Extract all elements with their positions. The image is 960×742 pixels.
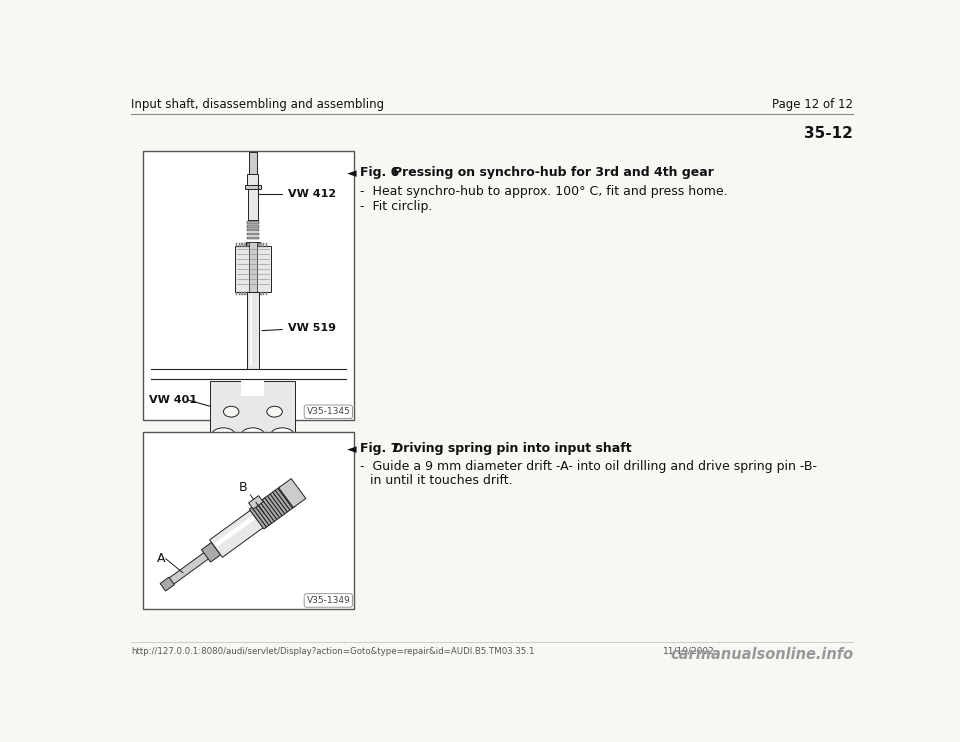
Bar (260, 243, 262, 247)
Bar (143, 432, 354, 608)
Text: Input shaft, disassembling and assembling: Input shaft, disassembling and assemblin… (131, 98, 384, 111)
Bar (236, 292, 237, 295)
Bar (247, 229, 259, 232)
Bar (263, 243, 265, 247)
Bar (241, 292, 243, 295)
Bar (254, 243, 256, 247)
Bar (241, 381, 265, 396)
Text: VW 401: VW 401 (150, 395, 198, 405)
Ellipse shape (271, 428, 294, 441)
Bar (238, 243, 240, 247)
Polygon shape (278, 479, 306, 508)
Bar (254, 292, 256, 295)
Text: B: B (239, 481, 248, 494)
Polygon shape (209, 510, 263, 557)
Polygon shape (252, 505, 269, 527)
Bar (247, 237, 259, 239)
Text: carmanualsonline.info: carmanualsonline.info (670, 646, 853, 662)
Polygon shape (260, 499, 276, 522)
Text: -  Fit circlip.: - Fit circlip. (360, 200, 433, 213)
Ellipse shape (224, 407, 239, 417)
Text: in until it touches drift.: in until it touches drift. (371, 474, 513, 487)
Text: ◄: ◄ (348, 168, 357, 180)
Polygon shape (276, 488, 293, 510)
Bar (247, 233, 259, 235)
Bar (210, 381, 296, 435)
Polygon shape (268, 494, 285, 516)
Bar (244, 243, 246, 247)
Bar (244, 292, 246, 295)
Bar (236, 243, 237, 247)
Bar (143, 151, 354, 420)
Text: Fig. 7: Fig. 7 (360, 441, 399, 455)
Bar (266, 243, 267, 247)
Bar (238, 292, 240, 295)
Bar (247, 243, 249, 247)
Text: http://127.0.0.1:8080/audi/servlet/Display?action=Goto&type=repair&id=AUDI.B5.TM: http://127.0.0.1:8080/audi/servlet/Displ… (131, 646, 535, 655)
Bar (249, 152, 256, 175)
Text: VW 519: VW 519 (262, 323, 336, 333)
Bar (252, 292, 253, 295)
Text: ◄: ◄ (348, 443, 357, 456)
Bar (257, 243, 259, 247)
Ellipse shape (212, 428, 235, 441)
Text: VW 412: VW 412 (258, 180, 336, 199)
Text: 35-12: 35-12 (804, 126, 853, 141)
Polygon shape (168, 549, 213, 585)
Bar (266, 292, 267, 295)
Bar (250, 243, 251, 247)
Polygon shape (249, 496, 263, 509)
Bar (260, 292, 262, 295)
Bar (249, 243, 256, 296)
Bar (247, 292, 249, 295)
Polygon shape (257, 502, 275, 523)
Bar (235, 246, 271, 292)
Polygon shape (265, 496, 282, 518)
Text: Fig. 6: Fig. 6 (360, 166, 399, 179)
Bar (246, 241, 260, 246)
Bar (263, 292, 265, 295)
Bar (241, 243, 243, 247)
Bar (247, 292, 259, 370)
Ellipse shape (267, 407, 282, 417)
Bar (247, 226, 259, 228)
Bar (250, 292, 251, 295)
Polygon shape (250, 508, 267, 529)
Polygon shape (160, 577, 175, 591)
Bar (247, 221, 259, 224)
Bar (252, 243, 253, 247)
Bar (248, 174, 258, 186)
Bar (257, 292, 259, 295)
Polygon shape (262, 498, 279, 519)
Text: Driving spring pin into input shaft: Driving spring pin into input shaft (393, 441, 632, 455)
Bar (245, 185, 260, 189)
Text: -  Heat synchro-hub to approx. 100° C, fit and press home.: - Heat synchro-hub to approx. 100° C, fi… (360, 185, 728, 197)
Bar (249, 189, 257, 220)
Text: 11/19/2002: 11/19/2002 (662, 646, 714, 655)
Text: A: A (156, 552, 165, 565)
Text: -  Guide a 9 mm diameter drift -A- into oil drilling and drive spring pin -B-: - Guide a 9 mm diameter drift -A- into o… (360, 460, 817, 473)
Text: Page 12 of 12: Page 12 of 12 (772, 98, 853, 111)
Polygon shape (202, 542, 221, 562)
Text: V35-1349: V35-1349 (306, 596, 350, 605)
Polygon shape (270, 492, 287, 514)
Text: Pressing on synchro-hub for 3rd and 4th gear: Pressing on synchro-hub for 3rd and 4th … (393, 166, 713, 179)
Ellipse shape (241, 428, 265, 441)
Text: V35-1345: V35-1345 (306, 407, 350, 416)
Polygon shape (273, 490, 290, 512)
Polygon shape (254, 503, 272, 525)
Polygon shape (277, 486, 295, 508)
Polygon shape (214, 516, 255, 547)
